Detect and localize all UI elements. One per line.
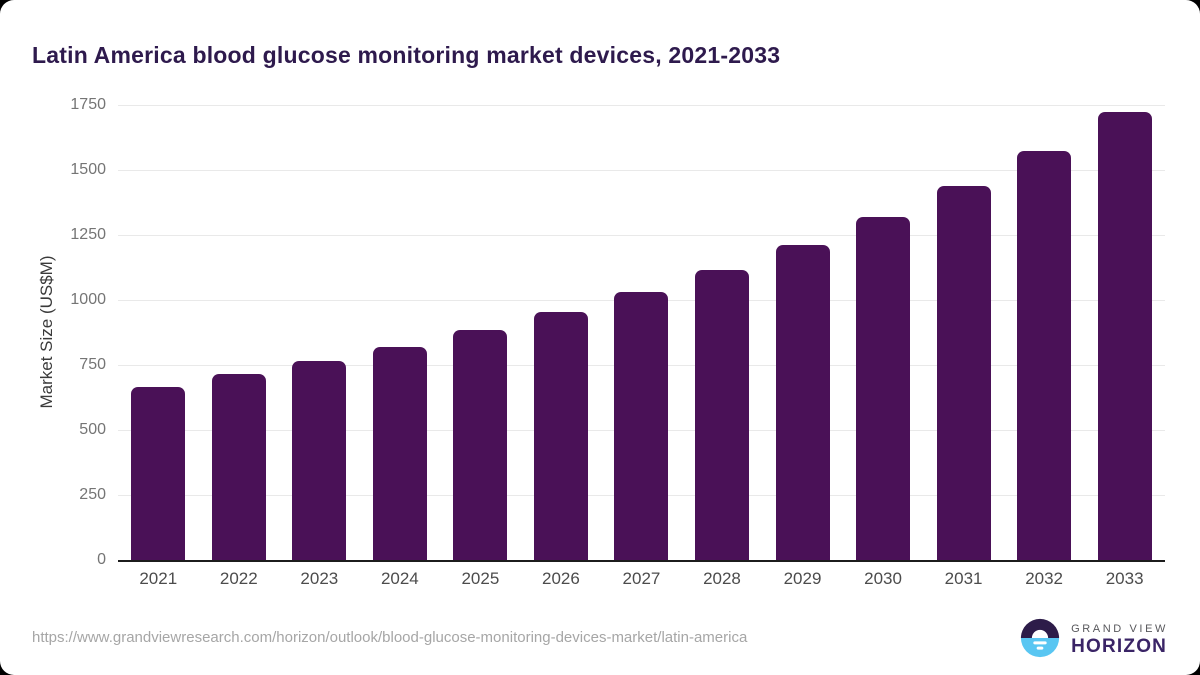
chart-title: Latin America blood glucose monitoring m… <box>32 42 781 69</box>
x-tick-label-2027: 2027 <box>622 569 661 588</box>
horizon-sun-logo-icon <box>1019 617 1061 664</box>
grand-view-horizon-logo: GRAND VIEW HORIZON <box>1019 617 1168 664</box>
logo-line-horizon: HORIZON <box>1071 635 1168 657</box>
y-tick-label-0: 0 <box>97 551 106 568</box>
y-tick-label-750: 750 <box>79 356 106 373</box>
bar-2022 <box>211 374 266 560</box>
y-axis-title: Market Size (US$M) <box>37 255 56 409</box>
x-tick-label-2024: 2024 <box>380 569 419 588</box>
x-tick-label-2021: 2021 <box>139 569 178 588</box>
logo-text: GRAND VIEW HORIZON <box>1071 623 1168 657</box>
x-tick-label-2025: 2025 <box>461 569 500 588</box>
gridline-1250 <box>118 235 1165 236</box>
bar-2023 <box>292 361 347 560</box>
x-tick-label-2028: 2028 <box>703 569 741 588</box>
plot-area: 2021 2022 2023 2024 2025 2026 2027 2028 2029 2030… <box>70 96 1165 588</box>
gridline-1750 <box>118 105 1165 106</box>
bar-2021 <box>131 387 186 560</box>
x-tick-label-2033: 2033 <box>1105 569 1144 588</box>
x-tick-label-2030: 2030 <box>864 569 902 588</box>
x-tick-label-2029: 2029 <box>783 569 822 588</box>
x-tick-label-2023: 2023 <box>300 569 339 588</box>
logo-line-grand-view: GRAND VIEW <box>1071 623 1168 636</box>
bars <box>118 105 1165 560</box>
bar-2030 <box>856 216 911 560</box>
gridline-1500 <box>118 170 1165 171</box>
x-tick-label-2026: 2026 <box>542 569 580 588</box>
y-tick-label-1250: 1250 <box>70 226 106 243</box>
source-url: https://www.grandviewresearch.com/horizo… <box>32 629 748 646</box>
x-labels: 2021 2022 2023 2024 2025 2026 2027 2028 2029 2030… <box>118 569 1165 589</box>
y-tick-label-1500: 1500 <box>70 161 106 178</box>
bar-2027 <box>614 292 669 560</box>
bar-2026 <box>533 311 588 560</box>
y-tick-label-1750: 1750 <box>70 96 106 113</box>
y-tick-label-250: 250 <box>79 486 106 503</box>
bar-2031 <box>936 185 991 560</box>
bar-2025 <box>453 329 508 560</box>
bar-2028 <box>694 270 749 560</box>
bar-2029 <box>775 245 830 560</box>
x-tick-label-2031: 2031 <box>944 569 983 588</box>
bar-2032 <box>1017 150 1072 560</box>
x-tick-label-2022: 2022 <box>219 569 258 588</box>
bar-2033 <box>1097 111 1152 560</box>
bar-2024 <box>372 346 427 560</box>
x-tick-label-2032: 2032 <box>1025 569 1064 588</box>
y-tick-label-500: 500 <box>79 421 106 438</box>
y-tick-label-1000: 1000 <box>70 291 106 308</box>
